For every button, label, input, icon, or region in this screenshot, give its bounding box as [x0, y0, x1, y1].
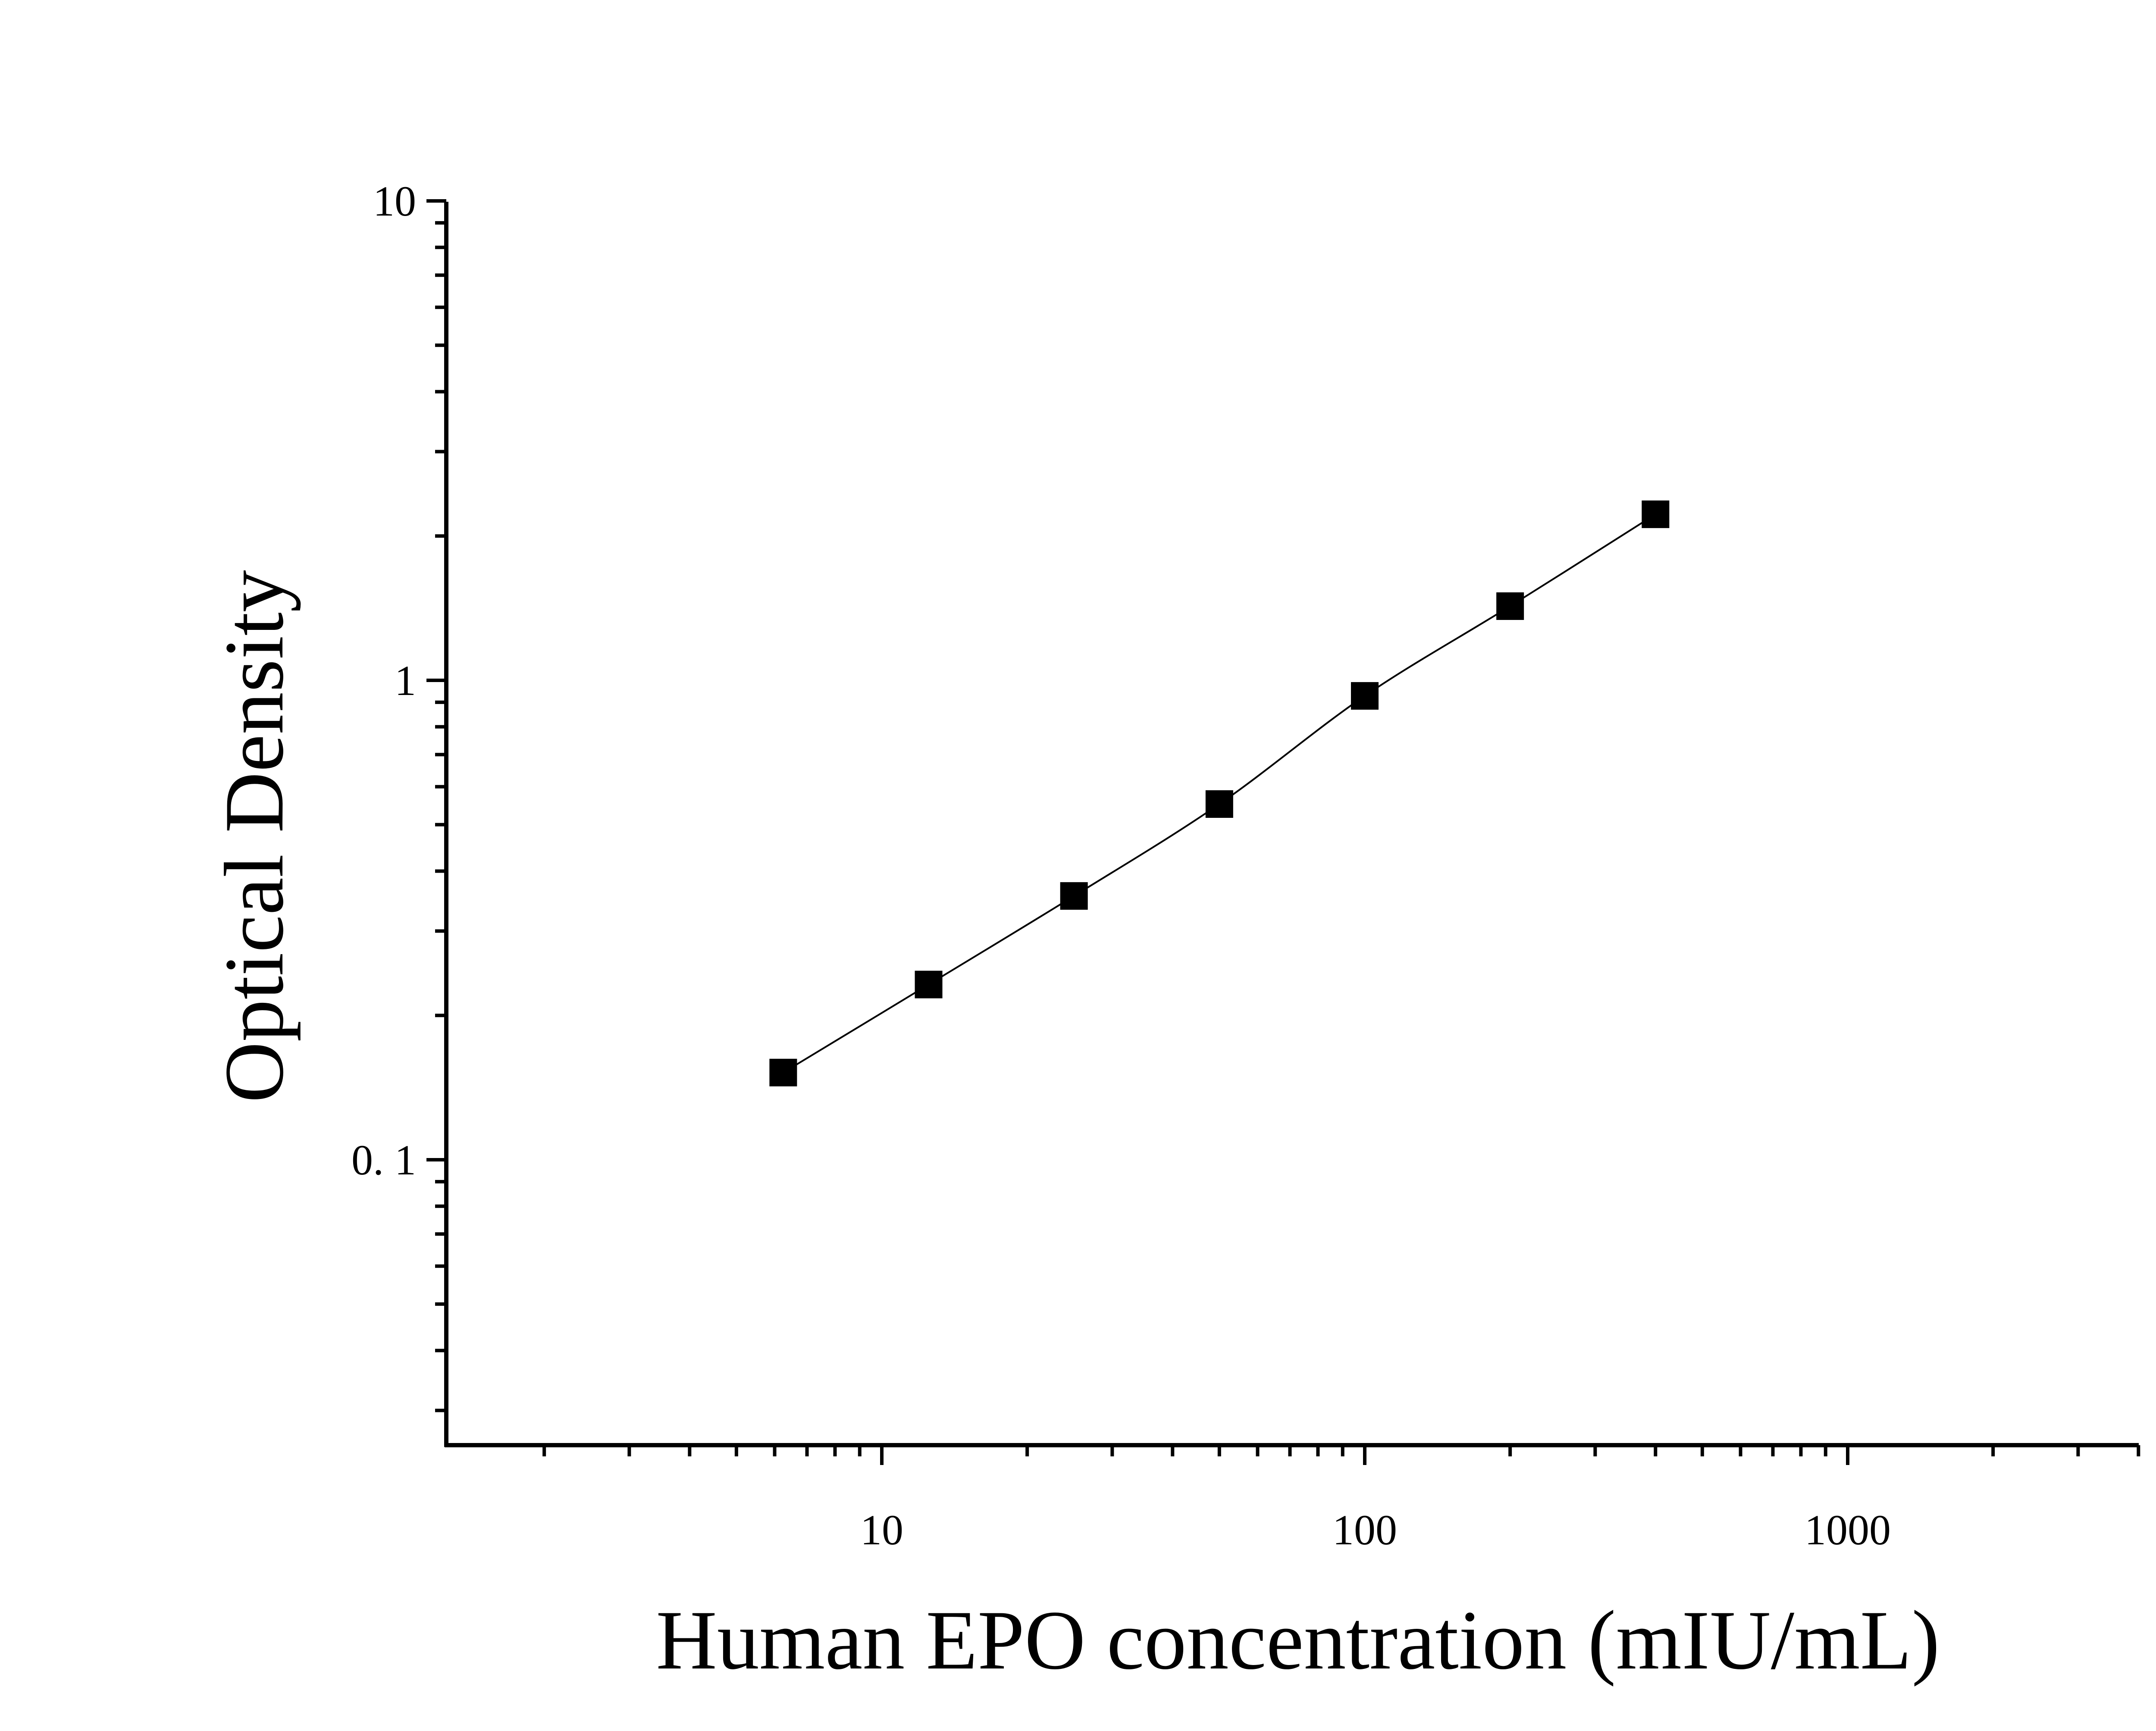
data-point-marker — [1642, 500, 1670, 528]
data-point-marker — [1060, 882, 1088, 910]
x-tick-label: 100 — [1332, 1506, 1397, 1554]
x-axis-ticks: 10 100 1000 — [542, 1445, 2140, 1554]
data-point-marker — [1205, 790, 1233, 818]
axes — [444, 202, 2139, 1447]
data-point-marker — [769, 1058, 797, 1086]
x-tick-label: 1000 — [1805, 1506, 1891, 1554]
x-tick-label: 10 — [860, 1506, 903, 1554]
data-point-marker — [915, 970, 943, 999]
y-axis-title: Optical Density — [207, 570, 301, 1103]
data-point-marker — [1351, 682, 1379, 710]
x-axis-title: Human EPO concentration (mIU/mL) — [656, 1593, 1940, 1687]
data-point-marker — [1496, 592, 1524, 620]
data-markers — [769, 500, 1670, 1086]
y-tick-label: 0. 1 — [351, 1136, 416, 1184]
y-axis-ticks: 0. 1 1 10 — [351, 177, 446, 1412]
y-tick-label: 10 — [373, 177, 416, 225]
y-tick-label: 1 — [395, 657, 416, 704]
